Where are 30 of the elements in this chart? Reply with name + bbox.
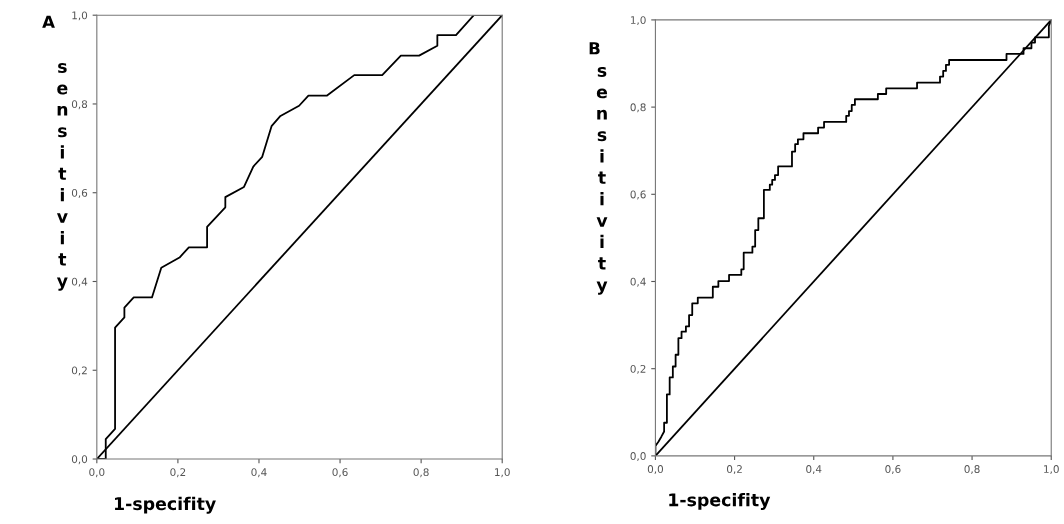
y-tick-label: 0,2 <box>630 364 646 374</box>
x-tick-label: 1,0 <box>1044 465 1059 475</box>
y-tick-label: 0,6 <box>630 190 646 200</box>
x-tick-label: 0,2 <box>170 468 186 478</box>
y-tick-label: 0,0 <box>71 455 88 465</box>
text: sensitivity <box>56 63 68 291</box>
x-tick-label: 0,6 <box>332 468 348 478</box>
y-tick-label: 0,2 <box>71 366 87 376</box>
y-tick-label: 0,8 <box>630 103 646 113</box>
x-axis-title: 1-specifity <box>669 492 771 510</box>
x-tick-label: 0,8 <box>964 465 980 475</box>
x-tick-label: 0,8 <box>413 468 429 478</box>
x-tick-label: 0,0 <box>647 465 664 475</box>
x-axis-title: 1-specifity <box>115 496 216 514</box>
y-tick-label: 0,0 <box>630 452 646 462</box>
y-tick-label: 1,0 <box>630 16 646 26</box>
x-tick-label: 0,0 <box>89 468 105 478</box>
x-tick-label: 1,0 <box>495 468 510 478</box>
y-tick-label: 0,6 <box>71 188 88 198</box>
text: B <box>589 42 600 55</box>
x-tick-label: 0,4 <box>806 465 822 475</box>
x-tick-label: 0,4 <box>251 468 267 478</box>
chart-title: A <box>42 15 55 28</box>
x-tick-label: 0,2 <box>726 465 742 475</box>
y-tick-label: 0,8 <box>71 100 88 110</box>
y-tick-label: 1,0 <box>72 11 88 21</box>
x-tick-label: 0,6 <box>885 465 901 475</box>
y-tick-label: 0,4 <box>630 277 646 287</box>
text: sensitivity <box>596 66 608 295</box>
y-tick-label: 0,4 <box>71 277 88 287</box>
